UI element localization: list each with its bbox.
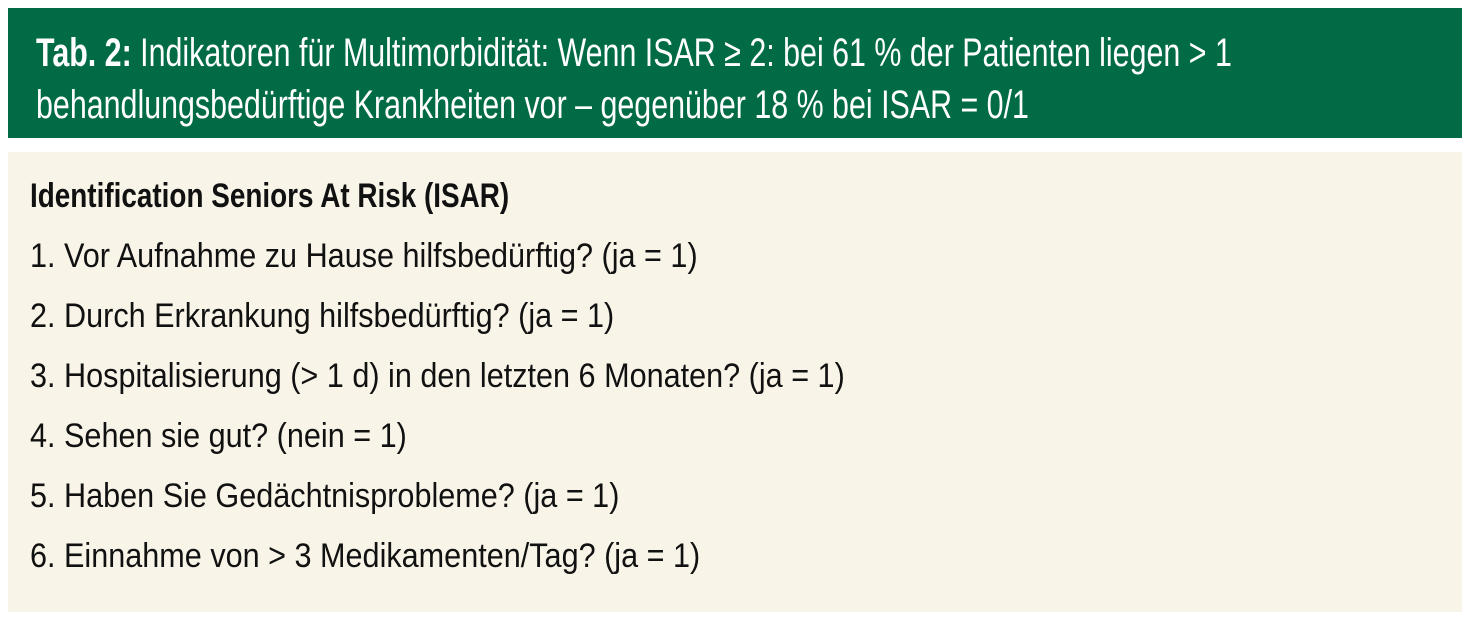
table-body: Identification Seniors At Risk (ISAR) 1.… — [8, 152, 1462, 612]
caption-line-1: Tab. 2: Indikatoren für Multimorbidität:… — [36, 30, 1232, 76]
list-item: 2. Durch Erkrankung hilfsbedürftig? (ja … — [30, 297, 615, 335]
table-caption: Tab. 2: Indikatoren für Multimorbidität:… — [8, 8, 1462, 138]
table-heading: Identification Seniors At Risk (ISAR) — [30, 177, 510, 215]
caption-label: Tab. 2: — [36, 31, 132, 75]
caption-text-1: Indikatoren für Multimorbidität: Wenn IS… — [140, 31, 1232, 75]
caption-line-2: behandlungsbedürftige Krankheiten vor – … — [36, 83, 1029, 127]
list-item: 1. Vor Aufnahme zu Hause hilfsbedürftig?… — [30, 237, 698, 275]
list-item: 3. Hospitalisierung (> 1 d) in den letzt… — [30, 357, 845, 395]
list-item: 4. Sehen sie gut? (nein = 1) — [30, 417, 407, 455]
list-item: 5. Haben Sie Gedächtnisprobleme? (ja = 1… — [30, 477, 620, 515]
list-item: 6. Einnahme von > 3 Medikamenten/Tag? (j… — [30, 537, 701, 575]
